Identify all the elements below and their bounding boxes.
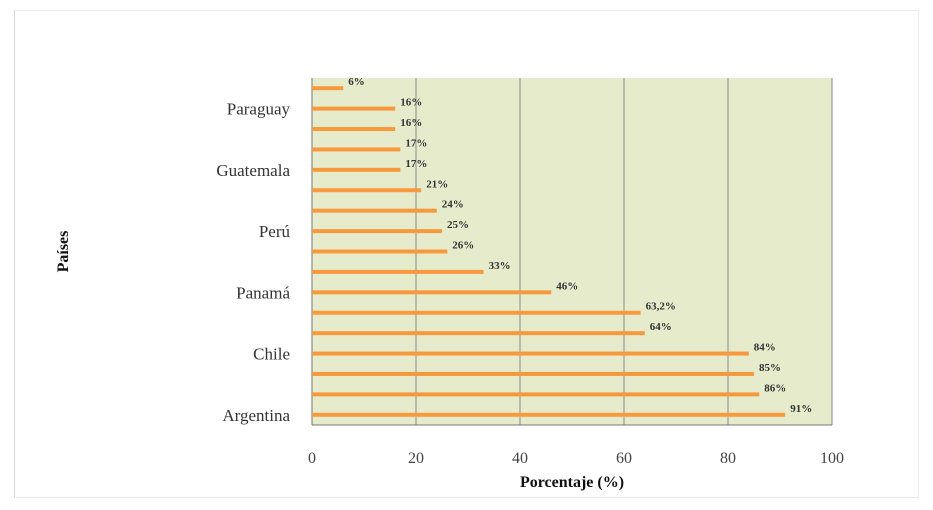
bar-4 xyxy=(312,167,401,172)
bar-0 xyxy=(312,86,344,91)
data-label-16: 91% xyxy=(790,403,812,415)
gridlines xyxy=(311,78,833,426)
data-label-8: 26% xyxy=(452,240,474,252)
data-label-4: 17% xyxy=(405,158,427,170)
data-label-0: 6% xyxy=(348,76,365,88)
data-label-5: 21% xyxy=(426,178,448,190)
x-tick-label-20: 20 xyxy=(408,450,424,467)
bar-11 xyxy=(312,310,641,315)
data-label-11: 63,2% xyxy=(646,301,676,313)
data-label-6: 24% xyxy=(442,199,464,211)
data-label-14: 85% xyxy=(759,362,781,374)
y-tick-label-argentina: Argentina xyxy=(222,406,290,425)
bar-6 xyxy=(312,208,437,213)
bar-15 xyxy=(312,392,760,397)
bar-7 xyxy=(312,229,442,234)
data-label-15: 86% xyxy=(764,382,786,394)
data-labels: 6% 16% 16% 17% 17% 21% 24% 25% 26% 33% 46% 63,2% 64%… xyxy=(348,76,812,415)
data-label-10: 46% xyxy=(556,280,578,292)
y-tick-label-chile: Chile xyxy=(253,345,290,364)
x-tick-label-60: 60 xyxy=(616,450,632,467)
x-axis-ticks: 0 20 40 60 80 100 xyxy=(308,450,844,467)
bar-12 xyxy=(312,331,645,336)
bars xyxy=(312,86,786,417)
bar-5 xyxy=(312,188,422,193)
x-tick-label-40: 40 xyxy=(512,450,528,467)
data-label-3: 17% xyxy=(405,137,427,149)
bar-13 xyxy=(312,351,749,356)
y-axis-title: Países xyxy=(55,231,72,273)
bar-14 xyxy=(312,371,754,376)
data-label-12: 64% xyxy=(650,321,672,333)
y-axis-ticks: Paraguay Guatemala Perú Panamá Chile Argentin… xyxy=(216,100,290,425)
y-tick-label-perú: Perú xyxy=(259,222,291,241)
data-label-1: 16% xyxy=(400,97,422,109)
bar-8 xyxy=(312,249,448,254)
y-tick-label-guatemala: Guatemala xyxy=(216,161,290,180)
data-label-7: 25% xyxy=(447,219,469,231)
bar-16 xyxy=(312,412,786,417)
y-tick-label-paraguay: Paraguay xyxy=(227,100,291,119)
bar-2 xyxy=(312,127,396,132)
x-tick-label-80: 80 xyxy=(720,450,736,467)
data-label-9: 33% xyxy=(489,260,511,272)
data-label-13: 84% xyxy=(754,342,776,354)
bar-9 xyxy=(312,269,484,274)
bar-3 xyxy=(312,147,401,152)
bar-10 xyxy=(312,290,552,295)
y-tick-label-panamá: Panamá xyxy=(236,283,290,302)
x-tick-label-0: 0 xyxy=(308,450,316,467)
chart-frame xyxy=(14,10,919,498)
bar-1 xyxy=(312,106,396,111)
x-axis-title: Porcentaje (%) xyxy=(520,474,624,491)
data-label-2: 16% xyxy=(400,117,422,129)
x-tick-label-100: 100 xyxy=(820,450,844,467)
